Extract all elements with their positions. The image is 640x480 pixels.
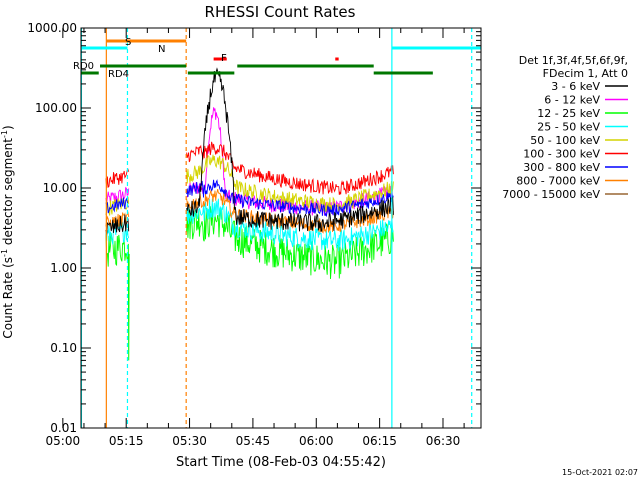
plot-area: S N F RD0 RD4 [73,28,481,428]
x-tick-label: 06:00 [299,434,334,448]
series-dropout-12to25keV [127,243,130,361]
legend-header-line2: FDecim 1, Att 0 [543,67,628,80]
x-axis-ticks: 05:00 05:15 05:30 05:45 06:00 06:15 06:30 [46,28,465,448]
x-tick-label: 05:15 [109,434,144,448]
legend-entry-label: 100 - 300 keV [523,148,600,161]
legend-entry-label: 800 - 7000 keV [516,175,600,188]
y-axis-ticks: 0.01 0.10 1.00 10.00 100.00 1000.00 [27,21,481,435]
y-tick-label: 1.00 [50,261,77,275]
legend-entry-label: 50 - 100 keV [530,134,600,147]
flag-label-rd0: RD0 [73,61,94,72]
x-tick-label: 05:45 [236,434,271,448]
legend-entry-label: 3 - 6 keV [551,80,600,93]
flag-label-saa: S [125,37,131,48]
y-axis-label: Count Rate (s-1 detector segment-1) [0,125,15,338]
flag-label-rd4: RD4 [108,69,129,80]
legend-entry-label: 25 - 50 keV [537,121,600,134]
y-tick-label: 1000.00 [27,21,77,35]
x-tick-label: 06:30 [426,434,461,448]
x-tick-label: 06:15 [362,434,397,448]
legend-entry-label: 6 - 12 keV [544,94,600,107]
plot-frame [80,27,482,429]
legend-header-line1: Det 1f,3f,4f,5f,6f,9f, [519,54,628,67]
legend: Det 1f,3f,4f,5f,6f,9f,FDecim 1, Att 03 -… [502,54,628,201]
timestamp: 15-Oct-2021 02:07 [562,468,638,477]
series-line-300to800keV [105,179,394,218]
flag-label-flare: F [221,53,227,64]
x-axis-label: Start Time (08-Feb-03 04:55:42) [176,455,386,470]
y-tick-label: 10.00 [43,181,77,195]
x-tick-label: 05:00 [46,434,81,448]
series-line-3to6keV [105,67,394,235]
y-tick-label: 0.10 [50,341,77,355]
y-tick-label: 100.00 [35,101,77,115]
legend-entry-label: 7000 - 15000 keV [502,188,600,201]
x-tick-label: 05:30 [172,434,207,448]
flag-label-night: N [158,44,165,55]
legend-entry-label: 300 - 800 keV [523,161,600,174]
series-line-100to300keV [105,141,394,195]
chart-title: RHESSI Count Rates [205,3,356,21]
legend-entry-label: 12 - 25 keV [537,107,600,120]
y-tick-label: 0.01 [50,421,77,435]
